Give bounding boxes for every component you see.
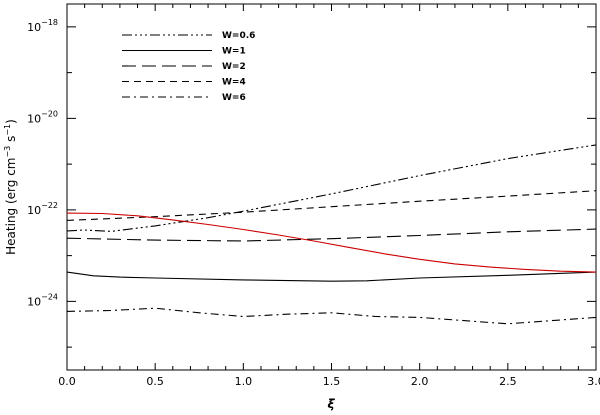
y-axis-title-sup2: −1 <box>3 124 12 136</box>
legend-label: W=0.6 <box>222 31 255 41</box>
y-axis-title-sup1: −3 <box>3 146 12 158</box>
plot-frame <box>66 3 597 371</box>
series-layer <box>66 144 597 325</box>
y-axis-title: Heating (erg cm−3 s−1) <box>3 119 18 255</box>
series-line-w-2 <box>66 228 597 242</box>
x-tick-label: 3.0 <box>587 375 600 388</box>
y-axis-title-main: Heating (erg cm <box>4 158 18 255</box>
x-axis-title: ξ <box>327 397 335 411</box>
series-line-red <box>66 212 597 273</box>
x-tick-label: 2.0 <box>411 375 429 388</box>
y-tick-label: 10−18 <box>27 18 58 34</box>
series-line-w-1 <box>66 271 597 282</box>
legend-label: W=6 <box>222 93 246 103</box>
y-tick-label: 10−24 <box>27 292 58 308</box>
y-tick-label: 10−22 <box>27 201 58 217</box>
x-tick-label: 1.0 <box>235 375 253 388</box>
y-axis-title-end: ) <box>4 119 18 124</box>
series-line-w-6 <box>66 307 597 325</box>
y-tick-label: 10−20 <box>27 109 58 125</box>
legend: W=0.6 W=1 W=2 W=4 W=6 <box>122 31 255 103</box>
axis-ticks: 0.0 0.5 1.0 1.5 2.0 2.5 3.0 10−18 10−20 10−22 10−2… <box>27 4 600 388</box>
x-tick-label: 0.0 <box>58 375 76 388</box>
y-axis-title-mid: s <box>4 136 18 146</box>
x-tick-label: 1.5 <box>323 375 341 388</box>
legend-label: W=1 <box>222 47 246 57</box>
x-tick-label: 0.5 <box>146 375 164 388</box>
legend-label: W=4 <box>222 78 246 88</box>
legend-label: W=2 <box>222 62 246 72</box>
series-line-w-4 <box>66 190 597 221</box>
series-line-w-0-6 <box>66 144 597 232</box>
x-tick-label: 2.5 <box>499 375 517 388</box>
